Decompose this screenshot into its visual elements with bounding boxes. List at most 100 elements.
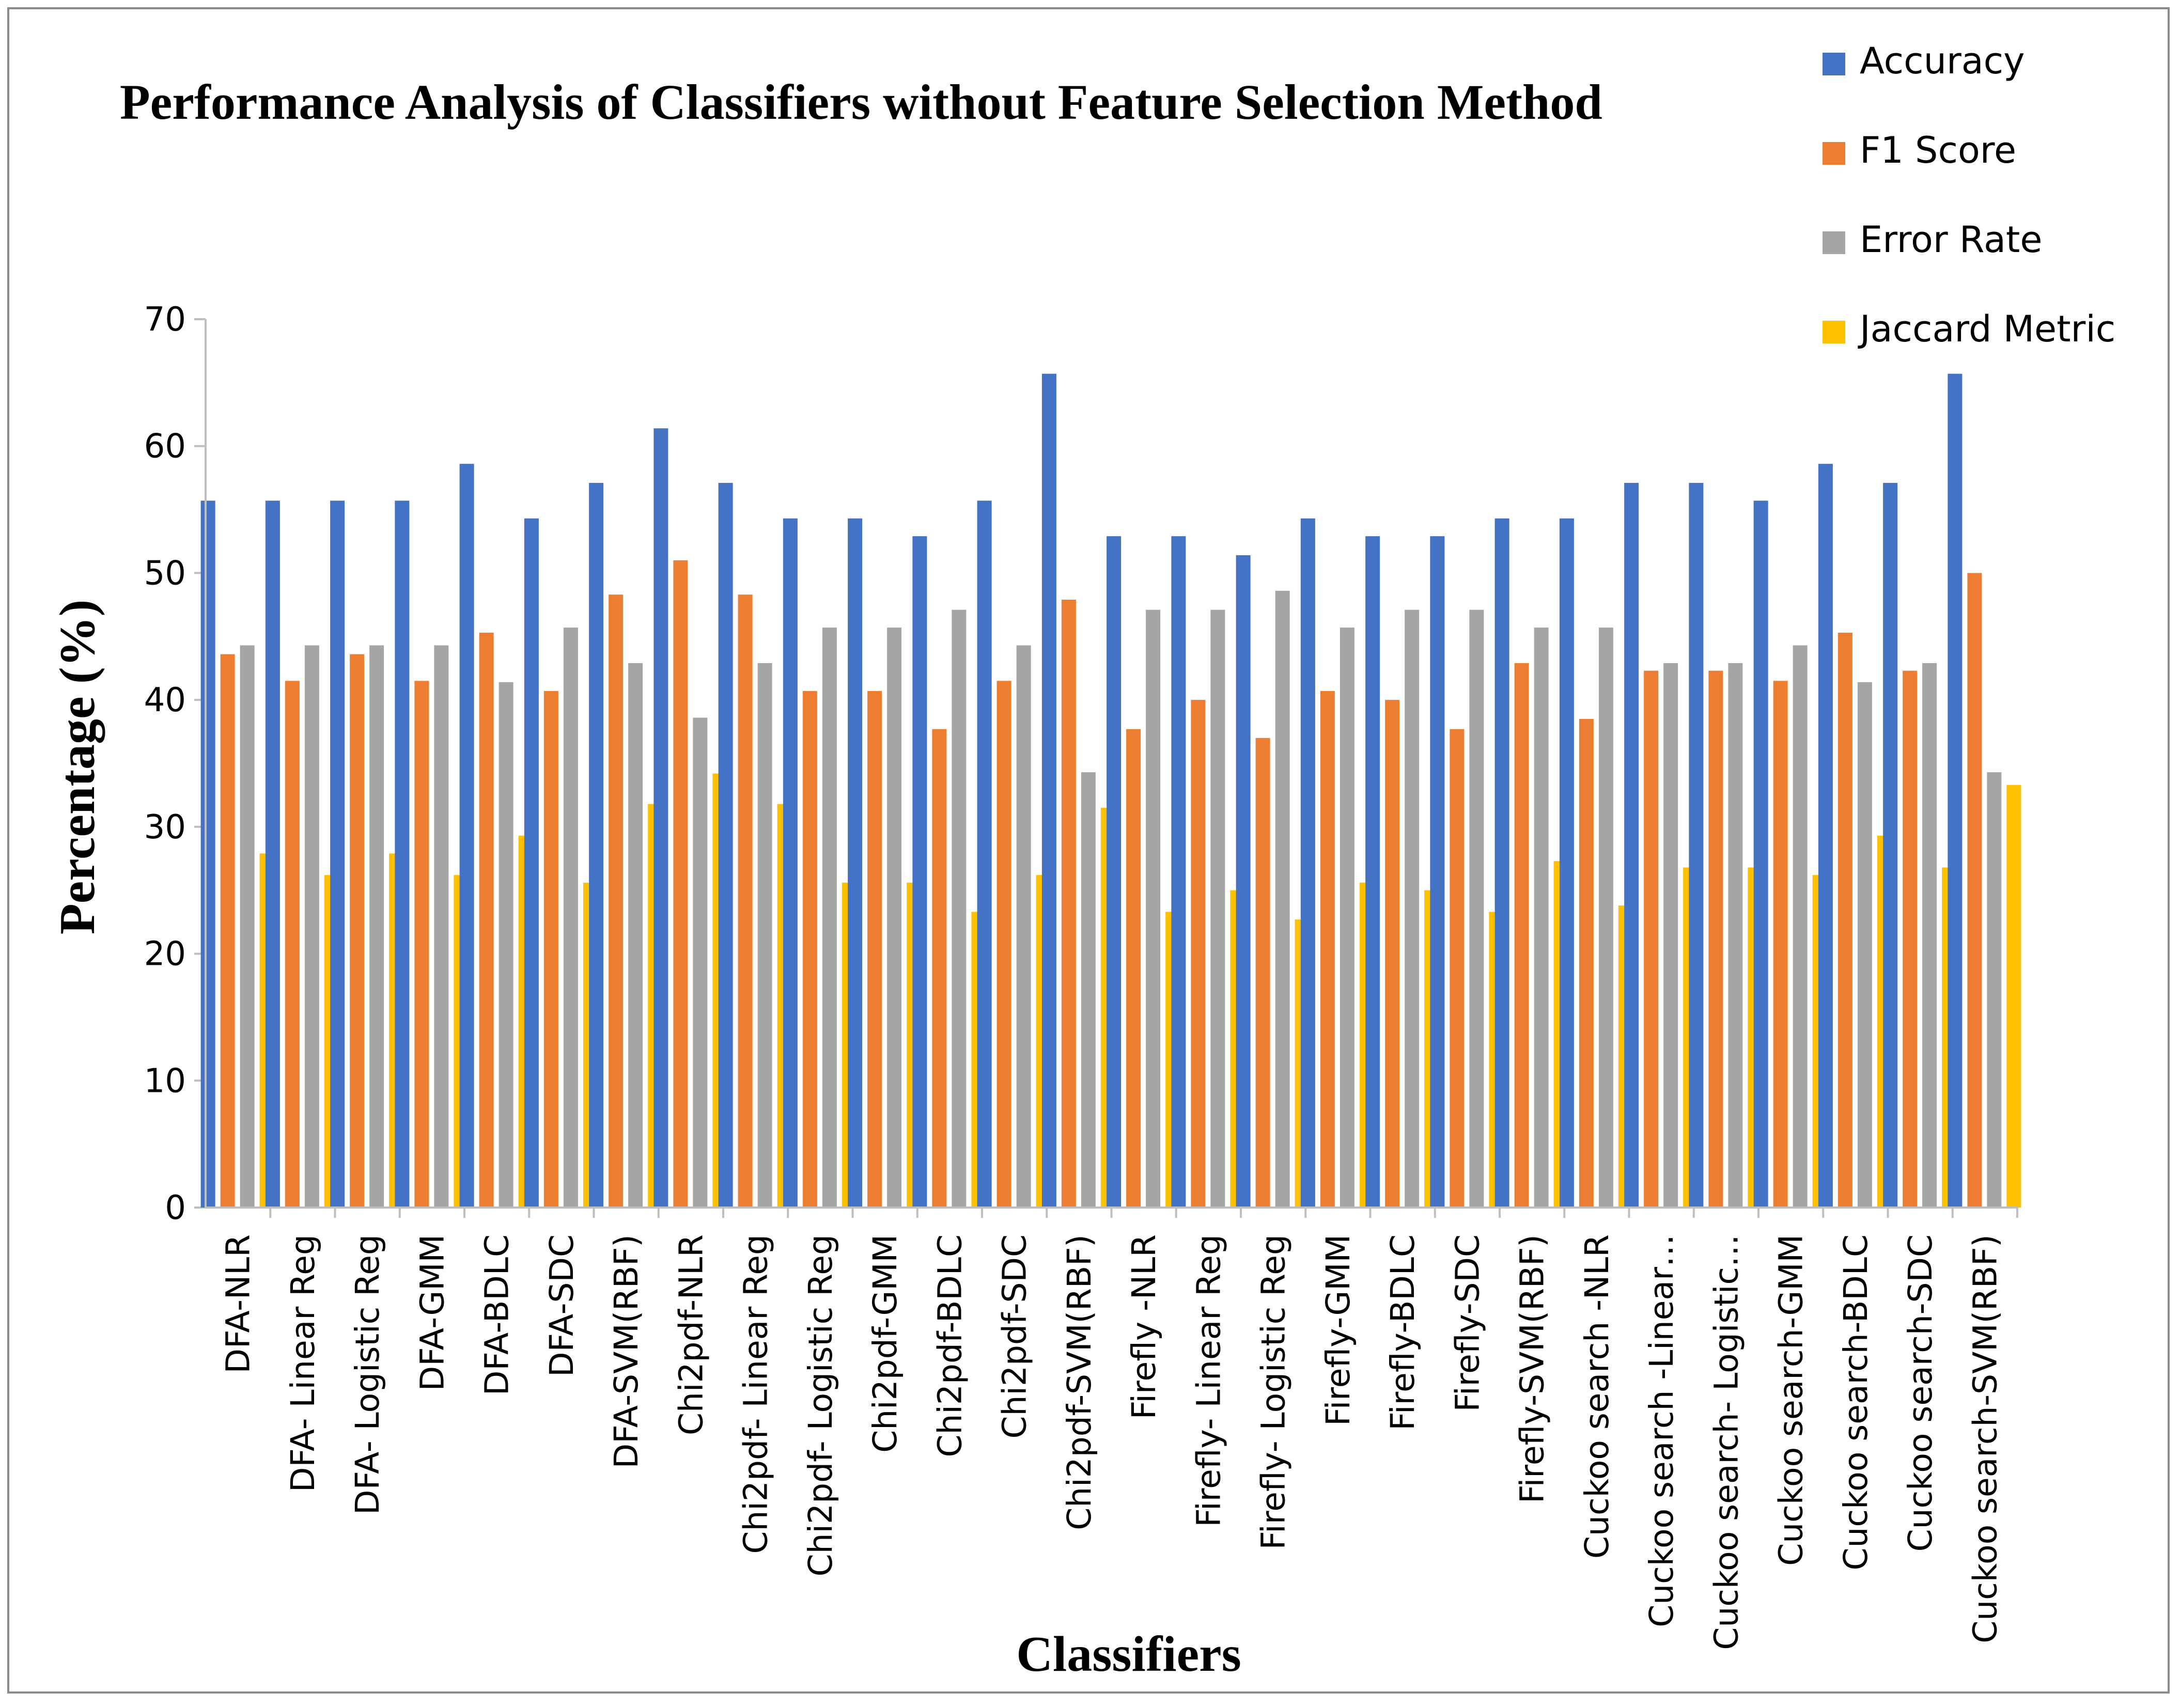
bar-error-rate [369,645,384,1208]
bar-group [1365,536,1439,1208]
y-axis-ticks: 0 10 20 30 40 50 60 70 [144,301,206,1227]
bar-error-rate [1146,609,1161,1208]
bar-accuracy [330,500,345,1208]
bar-f1-score [543,691,558,1208]
x-tick-label: Chi2pdf-GMM [866,1234,904,1453]
bar-error-rate [1210,609,1225,1208]
x-axis-category-labels: DFA-NLR DFA- Linear Reg DFA- Logistic Reg D… [220,1208,2018,1650]
bar-accuracy [1236,555,1251,1208]
bar-jaccard-metric [2006,785,2021,1208]
bar-error-rate [952,609,967,1208]
x-tick-label: Firefly- Logistic Reg [1255,1234,1293,1549]
bar-error-rate [563,628,578,1208]
bar-error-rate [1534,628,1549,1208]
bar-group [1753,500,1827,1208]
bar-accuracy [1107,536,1122,1208]
x-tick-label: DFA-SDC [543,1234,581,1377]
x-tick-label: Firefly -NLR [1125,1234,1163,1419]
bar-accuracy [848,518,863,1208]
bar-accuracy [783,518,798,1208]
bar-group [848,518,922,1208]
bar-group [912,536,986,1208]
bar-error-rate [1405,609,1420,1208]
bar-group [1171,536,1245,1208]
bar-accuracy [265,500,280,1208]
bar-f1-score [350,654,365,1208]
bar-accuracy [1818,464,1833,1208]
legend: Accuracy F1 Score Error Rate Jaccard Metric [1823,40,2115,350]
bar-error-rate [499,682,513,1208]
bar-error-rate [693,717,708,1208]
x-tick-label: Firefly-SVM(RBF) [1514,1234,1551,1503]
bar-accuracy [1948,373,1963,1208]
bar-error-rate [757,663,772,1208]
bar-accuracy [1171,536,1186,1208]
bar-error-rate [304,645,319,1208]
bar-f1-score [1967,573,1982,1208]
legend-swatch [1823,231,1845,254]
bar-f1-score [1320,691,1335,1208]
bar-error-rate [1728,663,1743,1208]
y-tick-label: 20 [144,935,186,974]
x-tick-label: Firefly-GMM [1319,1234,1357,1426]
bar-f1-score [1838,632,1852,1208]
bar-group [653,428,727,1208]
bar-f1-score [996,681,1011,1208]
bar-accuracy [1494,518,1509,1208]
y-tick-label: 60 [144,428,186,466]
bar-group [265,500,339,1208]
y-tick-label: 50 [144,554,186,592]
bar-error-rate [1663,663,1678,1208]
bar-error-rate [1598,628,1613,1208]
bar-error-rate [1857,682,1872,1208]
bar-group [524,518,598,1208]
bar-group [589,482,663,1208]
x-tick-label: Cuckoo search-SDC [1902,1234,1939,1552]
x-tick-label: Chi2pdf- Linear Reg [737,1234,775,1554]
x-tick-label: Cuckoo search-BDLC [1837,1234,1875,1571]
bar-accuracy [459,464,474,1208]
bar-f1-score [673,560,688,1208]
bar-group [1236,555,1310,1208]
bar-accuracy [1300,518,1315,1208]
bar-group [330,500,404,1208]
x-tick-label: Firefly-BDLC [1384,1234,1422,1431]
x-tick-label: Cuckoo search-GMM [1772,1234,1810,1566]
bar-group [1948,373,2021,1208]
bar-f1-score [1061,600,1076,1208]
bar-error-rate [1081,772,1096,1208]
y-tick-label: 0 [165,1189,186,1227]
bar-f1-score [414,681,429,1208]
bar-error-rate [1469,609,1484,1208]
bar-groups [200,373,2021,1208]
bar-f1-score [1385,700,1400,1208]
y-axis-title: Percentage (%) [50,600,105,934]
bar-f1-score [738,594,753,1208]
bar-f1-score [1644,670,1659,1208]
bar-f1-score [867,691,882,1208]
x-tick-label: DFA-BDLC [478,1234,516,1396]
bar-accuracy [200,500,215,1208]
bar-accuracy [1365,536,1380,1208]
bar-f1-score [285,681,300,1208]
x-tick-label: Chi2pdf- Logistic Reg [802,1234,839,1576]
bar-group [1689,482,1763,1208]
bar-f1-score [1903,670,1918,1208]
chart-title: Performance Analysis of Classifiers with… [120,74,1602,130]
bar-f1-score [1255,738,1270,1208]
legend-item: F1 Score [1823,129,2016,171]
legend-swatch [1823,53,1845,75]
bar-f1-score [220,654,235,1208]
legend-label: Error Rate [1860,218,2042,261]
y-tick-label: 40 [144,681,186,719]
bar-error-rate [434,645,449,1208]
x-tick-label: DFA-GMM [413,1234,451,1391]
x-tick-label: Chi2pdf-NLR [672,1234,710,1435]
x-tick-label: Cuckoo search -Linear… [1643,1234,1680,1627]
x-tick-label: DFA-SVM(RBF) [608,1234,645,1468]
bar-error-rate [1922,663,1937,1208]
bar-f1-score [609,594,624,1208]
bar-group [1041,373,1115,1208]
bar-error-rate [1275,590,1290,1208]
